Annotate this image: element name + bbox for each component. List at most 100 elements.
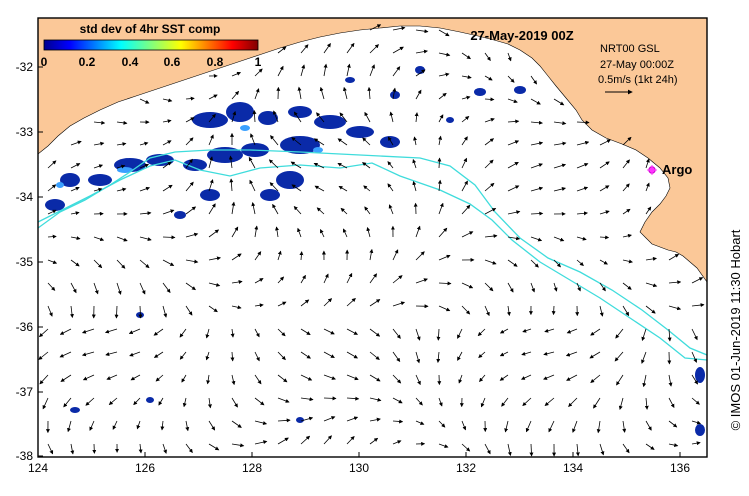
current-arrow bbox=[622, 282, 632, 290]
current-arrow bbox=[185, 96, 195, 101]
current-arrow bbox=[93, 164, 104, 169]
current-arrow bbox=[645, 443, 655, 450]
current-arrow bbox=[389, 111, 394, 123]
current-arrow bbox=[208, 134, 214, 146]
current-arrow bbox=[104, 328, 118, 334]
current-arrow bbox=[346, 416, 359, 422]
current-arrow bbox=[208, 229, 220, 238]
current-arrow bbox=[566, 328, 578, 334]
current-arrow bbox=[599, 443, 605, 456]
current-arrow bbox=[457, 328, 463, 339]
current-arrow bbox=[39, 374, 49, 385]
current-arrow bbox=[248, 156, 256, 169]
current-arrow bbox=[63, 397, 72, 408]
colorbar-tick: 0.6 bbox=[164, 55, 181, 69]
current-arrow bbox=[484, 182, 495, 192]
current-arrow bbox=[412, 158, 417, 169]
current-arrow bbox=[667, 328, 672, 342]
current-arrow bbox=[364, 111, 371, 123]
current-arrow bbox=[479, 374, 486, 383]
current-arrow bbox=[388, 204, 394, 215]
current-arrow bbox=[461, 52, 471, 60]
current-arrow bbox=[138, 443, 143, 454]
current-arrow bbox=[544, 397, 555, 407]
current-arrow bbox=[392, 328, 401, 339]
current-arrow bbox=[499, 351, 509, 357]
current-arrow bbox=[437, 157, 442, 169]
current-arrow bbox=[520, 374, 532, 380]
current-arrow bbox=[484, 282, 494, 292]
current-arrow bbox=[548, 420, 555, 433]
current-arrow bbox=[128, 328, 141, 335]
current-arrow bbox=[668, 443, 679, 448]
current-arrow bbox=[231, 201, 236, 215]
current-arrow bbox=[551, 305, 556, 316]
current-arrow bbox=[599, 185, 610, 192]
current-arrow bbox=[544, 328, 555, 333]
current-arrow bbox=[114, 305, 119, 319]
current-arrow bbox=[589, 351, 601, 359]
current-arrow bbox=[525, 420, 532, 433]
current-arrow bbox=[392, 275, 403, 284]
current-arrow bbox=[529, 443, 534, 457]
current-arrow bbox=[59, 328, 72, 335]
current-arrow bbox=[668, 374, 673, 387]
current-arrow bbox=[47, 305, 53, 317]
current-arrow bbox=[362, 162, 371, 169]
current-arrow bbox=[576, 259, 584, 267]
current-arrow bbox=[38, 351, 49, 360]
current-arrow bbox=[668, 420, 678, 428]
colorbar-tick: 0.2 bbox=[79, 55, 96, 69]
current-arrow bbox=[593, 397, 601, 409]
current-arrow bbox=[369, 328, 381, 337]
current-arrow bbox=[392, 26, 406, 31]
colorbar: std dev of 4hr SST comp 0 0.2 0.4 0.6 0.… bbox=[41, 22, 262, 69]
current-arrow bbox=[369, 248, 374, 261]
current-arrow bbox=[300, 64, 306, 77]
argo-float-marker[interactable] bbox=[647, 165, 657, 175]
current-arrow bbox=[438, 443, 449, 448]
current-arrow bbox=[438, 29, 450, 37]
current-arrow bbox=[270, 135, 279, 146]
current-arrow bbox=[342, 86, 348, 100]
current-arrow bbox=[461, 443, 471, 452]
current-arrow bbox=[622, 136, 632, 146]
current-arrow bbox=[553, 121, 567, 126]
current-arrow bbox=[162, 209, 175, 215]
current-arrow bbox=[47, 160, 57, 169]
current-arrow bbox=[323, 416, 336, 422]
current-arrow bbox=[415, 89, 422, 100]
current-arrow bbox=[691, 277, 704, 284]
current-arrow bbox=[438, 305, 451, 312]
current-arrow bbox=[415, 374, 421, 386]
current-arrow bbox=[387, 161, 394, 169]
current-arrow bbox=[461, 305, 471, 315]
current-arrow bbox=[530, 98, 541, 105]
current-arrow bbox=[484, 52, 491, 62]
current-arrow bbox=[438, 135, 443, 146]
current-arrow bbox=[338, 185, 348, 192]
current-arrow bbox=[47, 234, 57, 239]
current-arrow bbox=[231, 71, 242, 77]
current-arrow bbox=[507, 140, 520, 146]
current-arrow bbox=[576, 120, 590, 125]
current-arrow bbox=[590, 374, 601, 384]
current-arrow bbox=[300, 274, 306, 284]
current-arrow bbox=[369, 397, 382, 402]
current-arrow bbox=[314, 185, 325, 192]
current-arrow bbox=[93, 141, 105, 146]
current-arrow bbox=[553, 141, 567, 146]
current-arrow bbox=[507, 52, 512, 62]
current-arrow bbox=[668, 280, 682, 285]
current-arrow bbox=[300, 328, 311, 335]
current-arrow bbox=[565, 351, 578, 357]
current-arrow bbox=[553, 163, 567, 169]
current-arrow bbox=[530, 282, 536, 293]
current-arrow bbox=[691, 303, 705, 308]
current-arrow bbox=[438, 227, 448, 238]
current-arrow bbox=[507, 119, 520, 124]
current-arrow bbox=[160, 420, 165, 431]
current-arrow bbox=[138, 305, 143, 319]
current-arrow bbox=[205, 328, 210, 339]
current-arrow bbox=[392, 46, 404, 54]
